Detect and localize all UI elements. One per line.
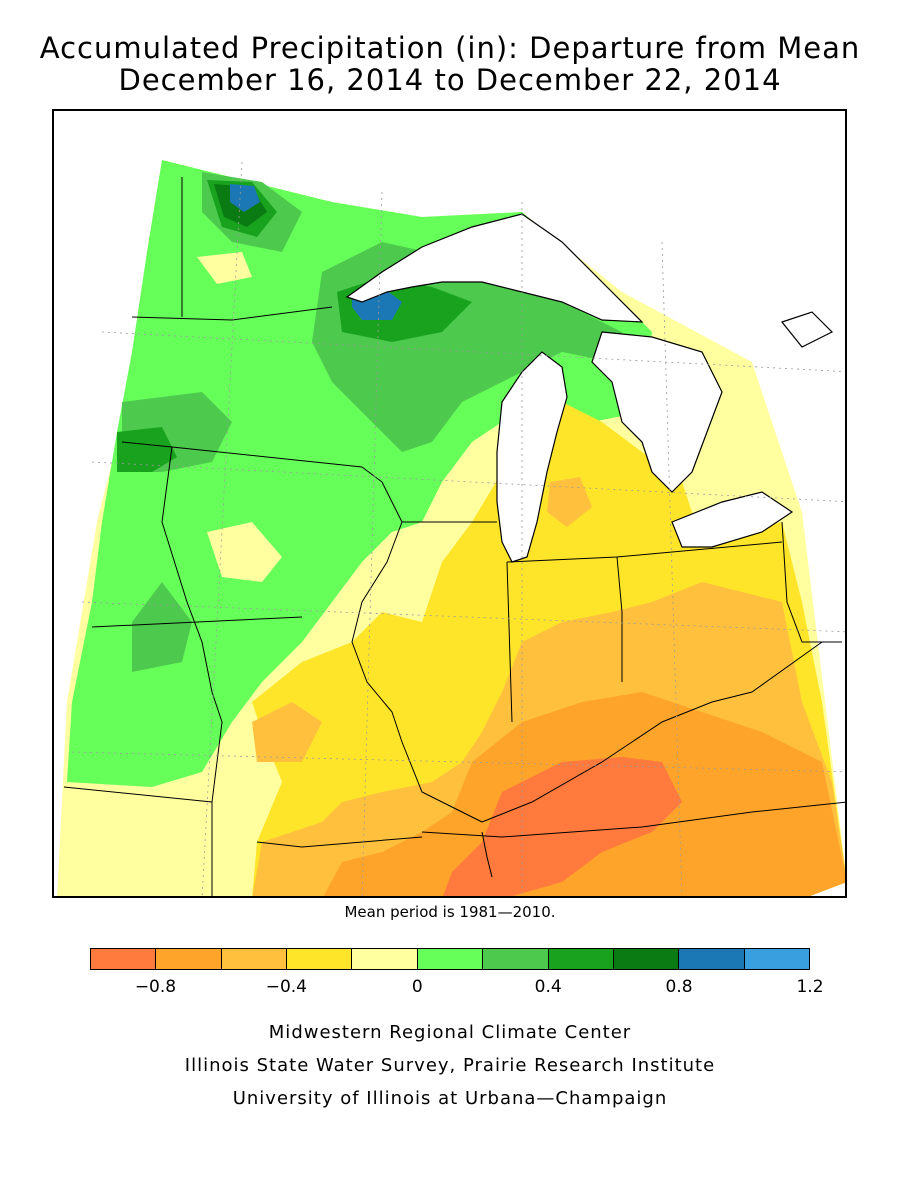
- legend-swatch: [417, 949, 484, 969]
- legend-swatch: [156, 949, 222, 969]
- legend-swatch: [744, 949, 809, 969]
- legend-tick-label: 0.8: [665, 977, 693, 997]
- legend-tick-label: 0.4: [534, 977, 562, 997]
- precip-area-dark-green: [117, 180, 472, 472]
- lake-huron: [591, 331, 723, 493]
- legend-swatch: [221, 949, 288, 969]
- great-lakes: [345, 213, 834, 563]
- precip-area-mid-green: [122, 172, 622, 672]
- legend-tick-label: −0.8: [134, 977, 177, 997]
- graticule: [71, 161, 845, 896]
- legend-swatch: [548, 949, 614, 969]
- state-boundaries: [63, 177, 845, 896]
- credit-line-2: Illinois State Water Survey, Prairie Res…: [184, 1055, 716, 1076]
- legend-tick-label: −0.4: [265, 977, 307, 997]
- legend-color-bar: [90, 948, 810, 970]
- legend-swatch: [287, 949, 353, 969]
- map-title: Accumulated Precipitation (in): Departur…: [39, 31, 861, 65]
- lake-erie: [671, 491, 794, 548]
- legend-swatch: [352, 949, 418, 969]
- lake-michigan: [496, 351, 568, 563]
- credit-line-1: Midwestern Regional Climate Center: [268, 1022, 632, 1043]
- legend-tick-label: 1.2: [796, 977, 824, 997]
- legend-swatch: [613, 949, 680, 969]
- lake-ontario: [780, 311, 834, 348]
- precip-max-blue: [230, 184, 402, 320]
- map-date-range: December 16, 2014 to December 22, 2014: [118, 63, 782, 97]
- mean-period-note: Mean period is 1981—2010.: [344, 903, 556, 921]
- credit-line-3: University of Illinois at Urbana—Champai…: [232, 1088, 668, 1109]
- lake-superior: [345, 213, 644, 323]
- legend-tick-label: 0: [411, 977, 423, 997]
- precip-area-pale-spots: [197, 252, 282, 582]
- precipitation-map: [52, 109, 847, 898]
- precip-area-dark-orange: [443, 757, 682, 896]
- legend-swatch: [483, 949, 549, 969]
- legend-swatch: [679, 949, 745, 969]
- legend-swatch: [91, 949, 157, 969]
